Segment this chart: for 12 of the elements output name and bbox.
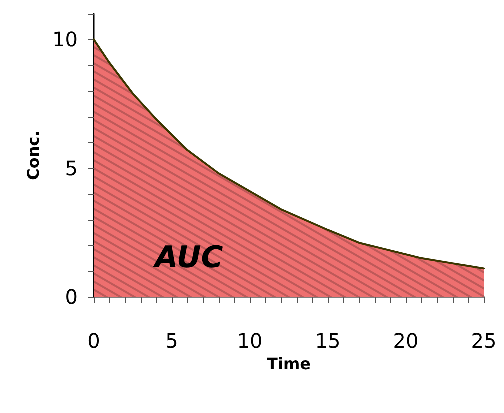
annotation: AUC [153, 240, 224, 276]
y-tick-label: 0 [65, 285, 78, 309]
x-axis-title: Time [267, 354, 312, 374]
x-tick-label: 5 [166, 329, 178, 353]
x-tick-label: 25 [471, 329, 497, 353]
x-tick-label: 10 [237, 329, 263, 353]
y-tick-label: 10 [52, 28, 78, 52]
y-tick-label: 5 [65, 156, 78, 180]
x-tick-label: 0 [88, 329, 100, 353]
x-tick-label: 15 [315, 329, 341, 353]
x-tick-label: 20 [393, 329, 419, 353]
y-axis-title: Conc. [24, 130, 44, 180]
